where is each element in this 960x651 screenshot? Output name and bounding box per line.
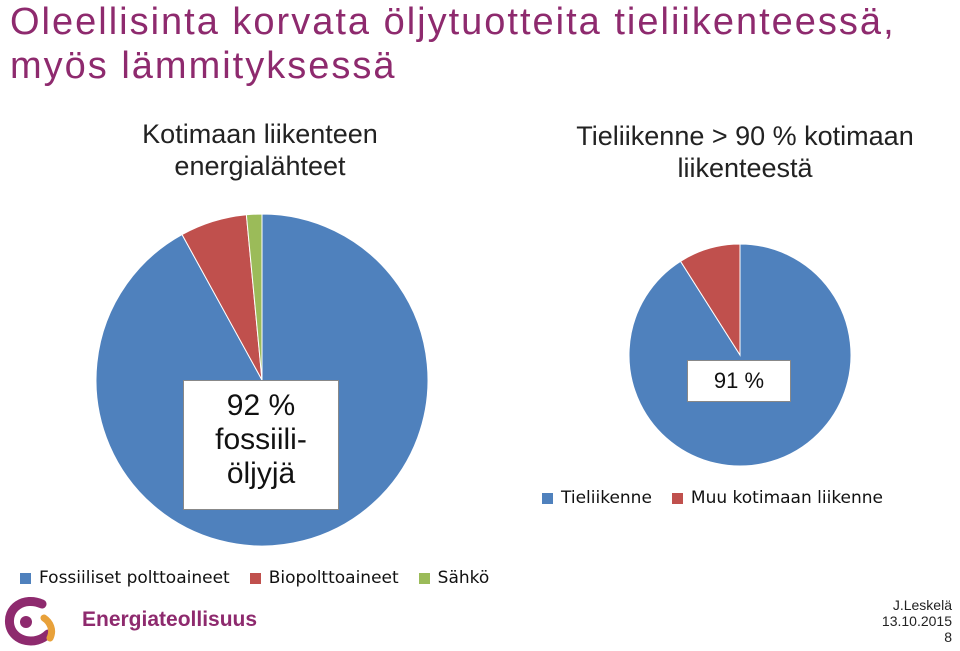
slide-title: Oleellisinta korvata öljytuotteita tieli… <box>10 1 896 87</box>
legend-item: Muu kotimaan liikenne <box>671 488 884 508</box>
footer-page-number: 8 <box>944 629 952 645</box>
pie-chart-energy-sources <box>95 213 429 547</box>
annotation-line: 92 % <box>226 389 296 422</box>
legend-label: Sähkö <box>437 568 490 588</box>
legend-swatch <box>418 572 430 584</box>
pie-slice-sähkö <box>245 213 263 381</box>
legend-label: Biopolttoaineet <box>268 568 399 588</box>
legend-swatch <box>542 492 553 504</box>
legend-swatch <box>671 492 683 504</box>
annotation-box-road: 91 % <box>687 360 791 402</box>
annotation-line: fossiili- <box>215 423 307 456</box>
legend-item: Fossiiliset polttoaineet <box>20 568 230 588</box>
chart-title-right: Tieliikenne > 90 % kotimaan liikenteestä <box>576 121 914 183</box>
legend-item: Sähkö <box>418 568 490 588</box>
energiateollisuus-logo-icon <box>5 597 56 646</box>
legend-label: Fossiiliset polttoaineet <box>39 568 230 588</box>
legend-swatch <box>20 572 31 584</box>
footer-author: J.Leskelä <box>892 597 952 613</box>
annotation-line: öljyjä <box>226 457 296 490</box>
footer-date: 13.10.2015 <box>881 613 952 629</box>
legend-item: Biopolttoaineet <box>249 568 399 588</box>
legend-right: Tieliikenne Muu kotimaan liikenne <box>542 488 903 508</box>
legend-left: Fossiiliset polttoaineet Biopolttoaineet… <box>20 568 509 588</box>
annotation-box-fossil: 92 % fossiili- öljyjä <box>183 380 339 510</box>
logo-name: Energiateollisuus <box>82 608 258 631</box>
footer: J.Leskelä 13.10.2015 8 <box>882 597 952 645</box>
chart-title-left: Kotimaan liikenteen energialähteet <box>142 119 378 181</box>
legend-item: Tieliikenne <box>542 488 652 508</box>
legend-label: Muu kotimaan liikenne <box>690 488 884 508</box>
legend-swatch <box>249 572 261 584</box>
legend-label: Tieliikenne <box>561 488 652 508</box>
pie-chart-road-traffic-share <box>628 243 852 467</box>
pie-slice-muu-kotimaan-liikenne <box>679 243 741 357</box>
